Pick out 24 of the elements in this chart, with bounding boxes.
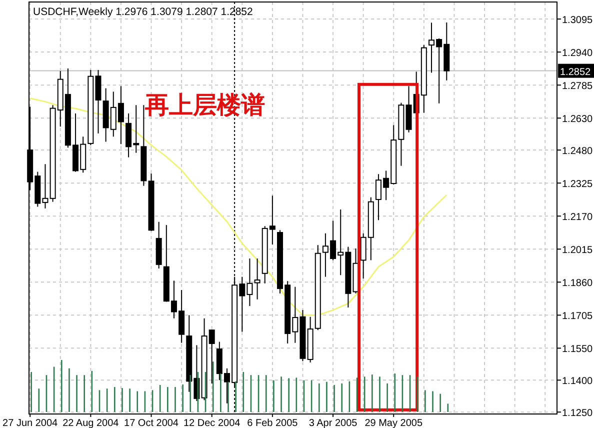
annotation: 再上层楼谱 [144,92,266,120]
x-tick-label: 12 Dec 2004 [183,418,241,428]
y-tick-label: 1.2940 [562,48,594,60]
x-tick-label: 3 Apr 2005 [308,418,358,428]
x-tick-label: 22 Aug 2004 [62,418,120,428]
y-tick-label: 1.2785 [562,81,594,92]
y-tick-label: 1.2480 [562,146,594,158]
x-tick-label: 29 May 2005 [364,418,423,428]
x-tick-label: 6 Feb 2005 [247,418,298,428]
chart-title: USDCHF,Weekly 1.2976 1.3079 1.2807 1.2852 [33,6,254,18]
y-tick-label: 1.1705 [562,311,594,322]
y-tick-label: 1.1250 [562,408,594,420]
y-tick-label: 1.1860 [562,278,594,290]
y-tick-label: 1.1550 [562,344,594,356]
y-tick-label: 1.3095 [562,15,594,26]
y-tick-label: 1.1400 [562,376,594,388]
y-tick-label: 1.2170 [562,212,594,224]
ref-line-label: 1.2852 [560,66,592,78]
x-tick-label: 17 Oct 2004 [124,418,179,428]
x-tick-label: 27 Jun 2004 [2,418,58,428]
y-tick-label: 1.2325 [562,179,594,190]
y-tick-label: 1.2630 [562,114,594,126]
candlestick [254,258,260,300]
y-tick-label: 1.2015 [562,245,594,256]
